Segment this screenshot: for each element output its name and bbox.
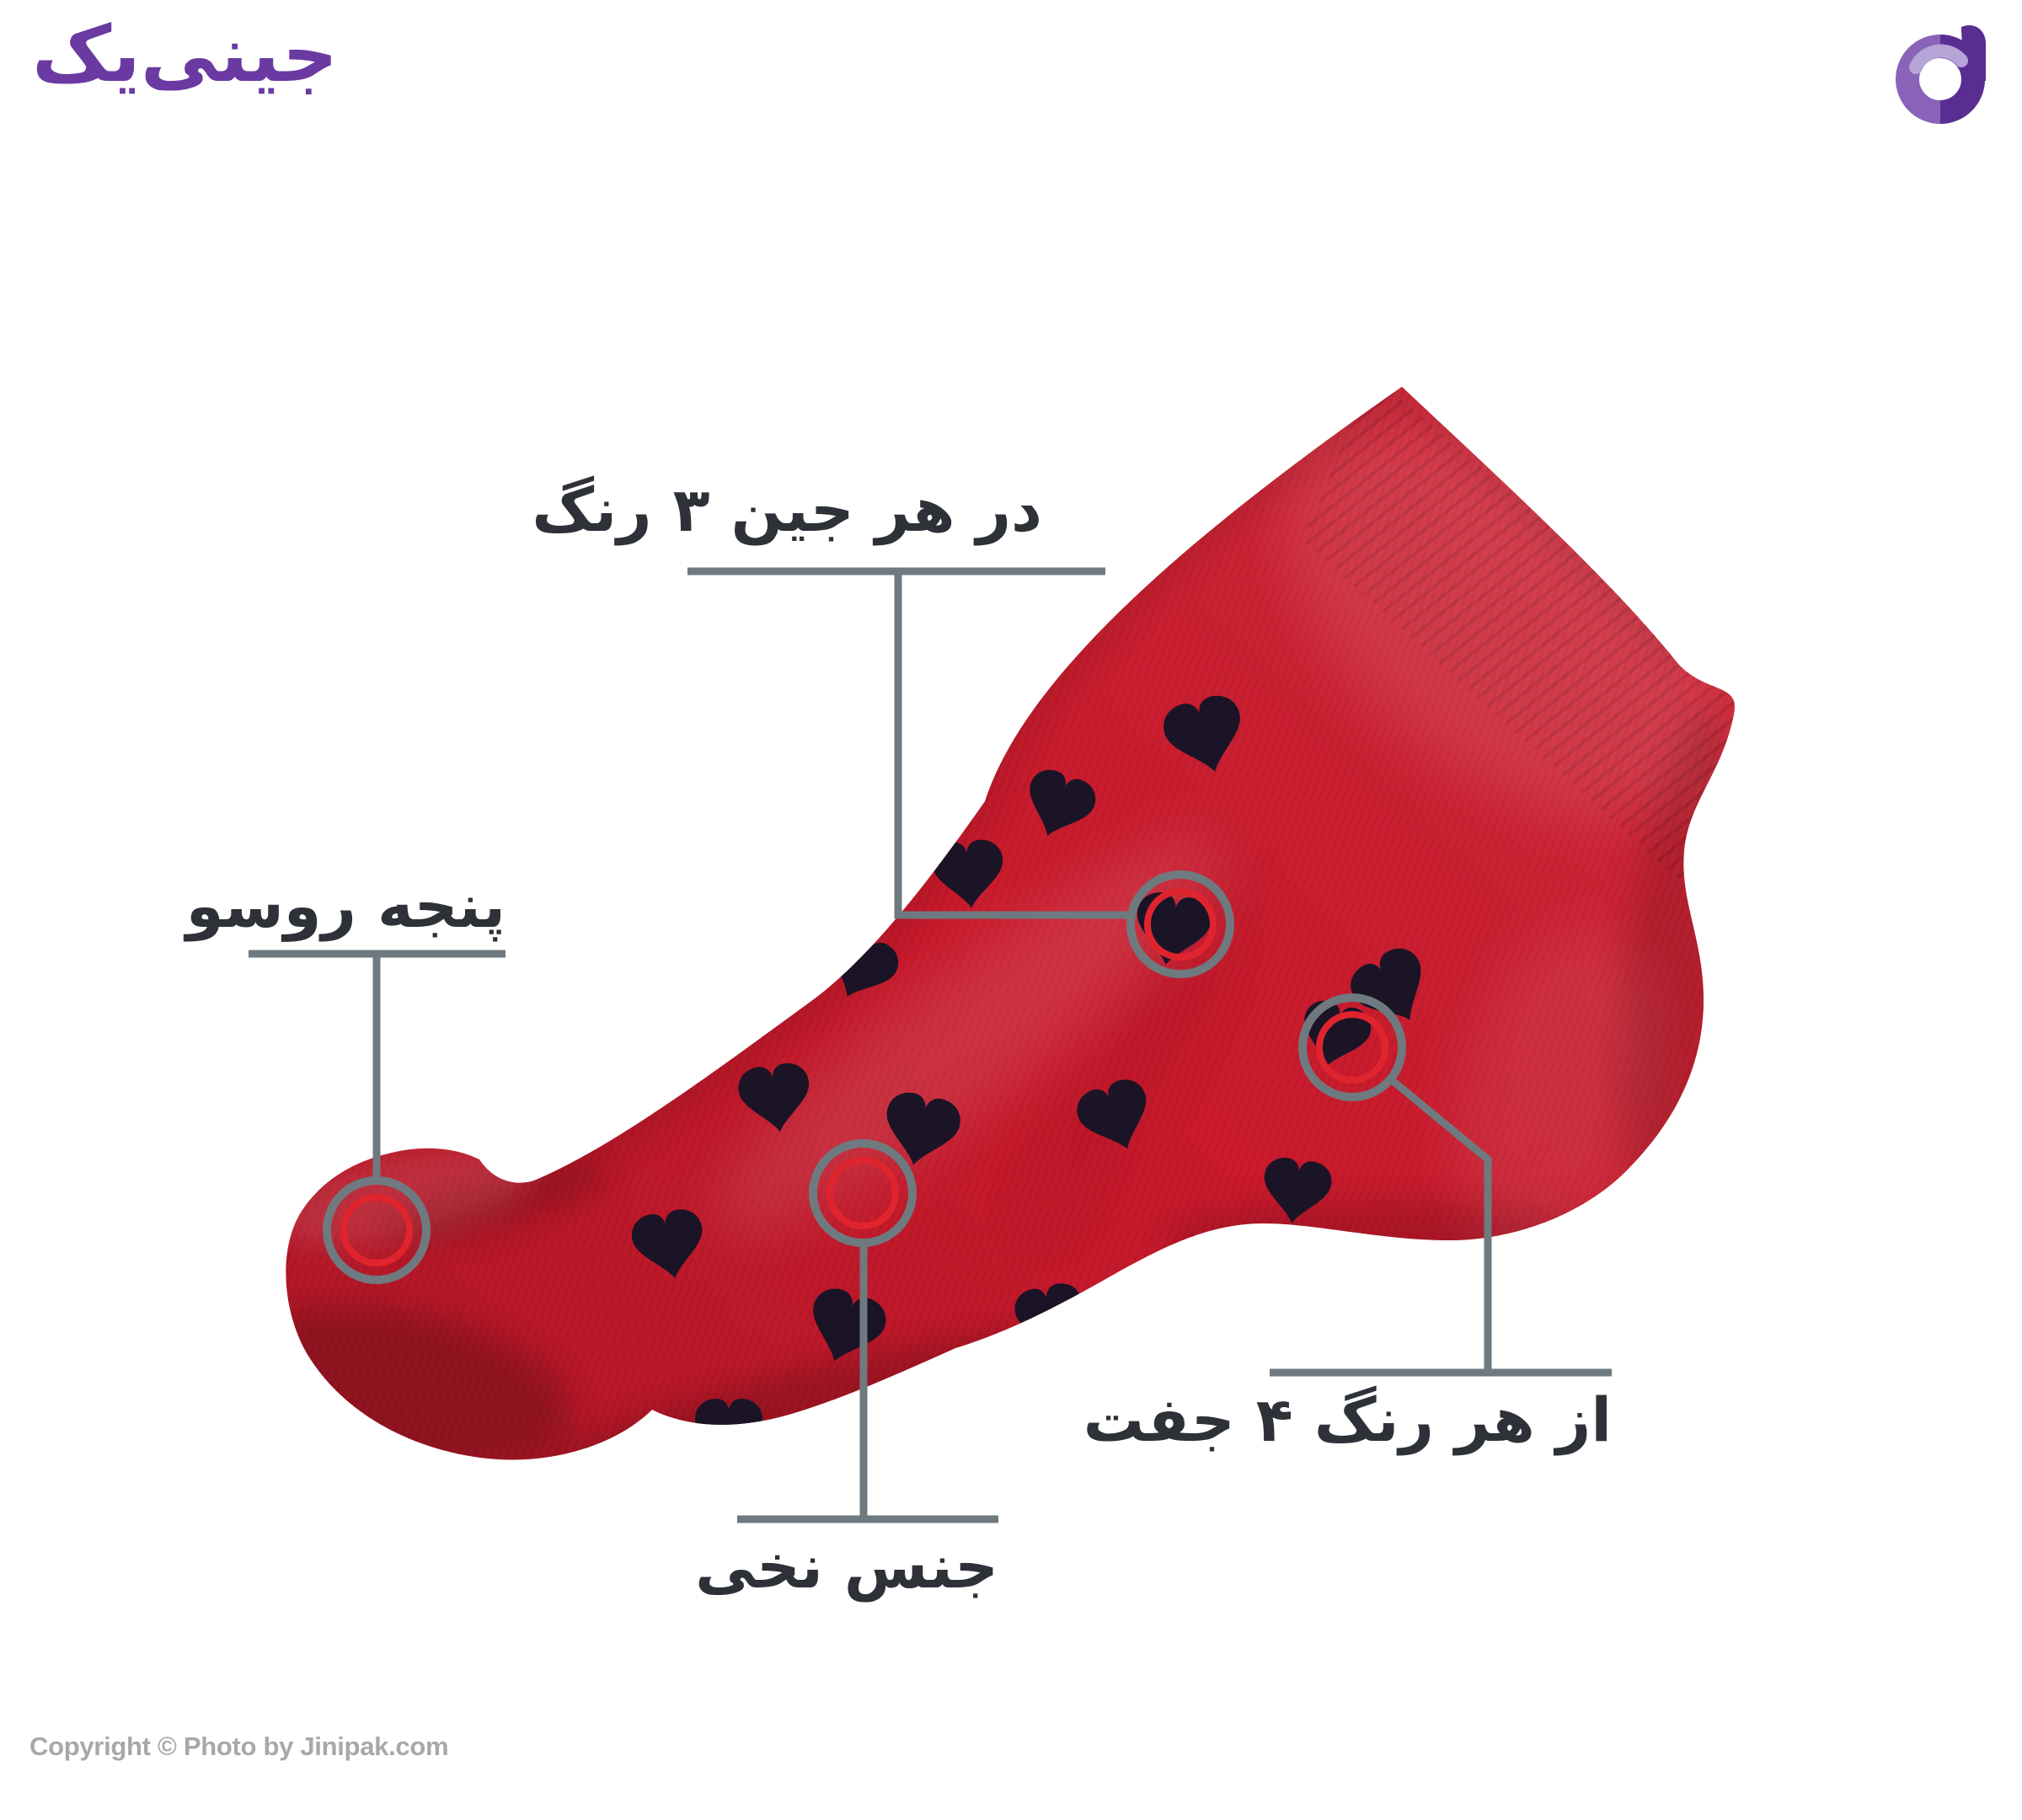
label-rosso-toe: پنجه روسو [185,870,506,941]
brand-mark-stem [1961,25,1986,81]
callout-leader-lines [249,567,1612,1523]
brand-logo-text: جینی‌یک [32,9,339,99]
label-cotton-material: جنس نخی [695,1531,998,1602]
label-pairs-per-color: از هر رنگ ۴ جفت [1083,1384,1612,1455]
sock-highlights [286,427,1714,1261]
copyright-text: Copyright © Photo by Jinipak.com [29,1732,449,1761]
brand-mark-crescent [1909,44,1968,74]
brand-mark-icon [1896,25,1986,124]
callout-rings [323,870,1406,1284]
label-colors-per-dozen: در هر جین ۳ رنگ [532,474,1042,545]
